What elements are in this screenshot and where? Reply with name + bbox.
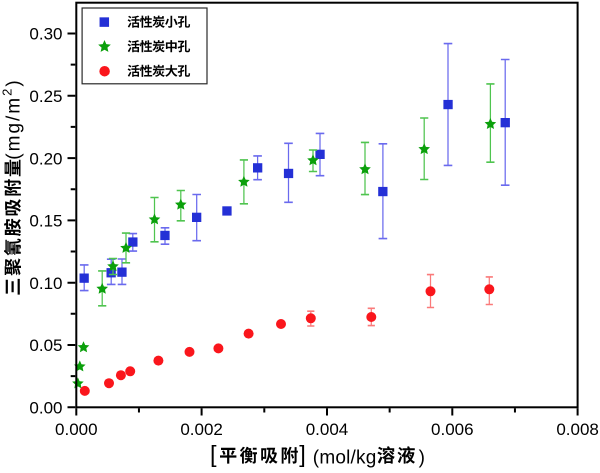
svg-text:0.10: 0.10 — [29, 274, 62, 293]
svg-text:0.20: 0.20 — [29, 149, 62, 168]
svg-text:[: [ — [210, 441, 217, 467]
svg-text:): ) — [419, 447, 425, 468]
svg-text:0.002: 0.002 — [180, 420, 223, 439]
svg-text:0.25: 0.25 — [29, 87, 62, 106]
svg-text:(mol/kg: (mol/kg — [313, 447, 377, 468]
svg-text:0.00: 0.00 — [29, 399, 62, 418]
svg-text:0.008: 0.008 — [556, 420, 599, 439]
svg-text:]: ] — [299, 441, 306, 467]
svg-text:0.15: 0.15 — [29, 212, 62, 231]
svg-text:0.05: 0.05 — [29, 336, 62, 355]
svg-text:0.30: 0.30 — [29, 25, 62, 44]
svg-text:0.004: 0.004 — [306, 420, 349, 439]
svg-text:0.000: 0.000 — [55, 420, 98, 439]
svg-text:0.006: 0.006 — [431, 420, 474, 439]
